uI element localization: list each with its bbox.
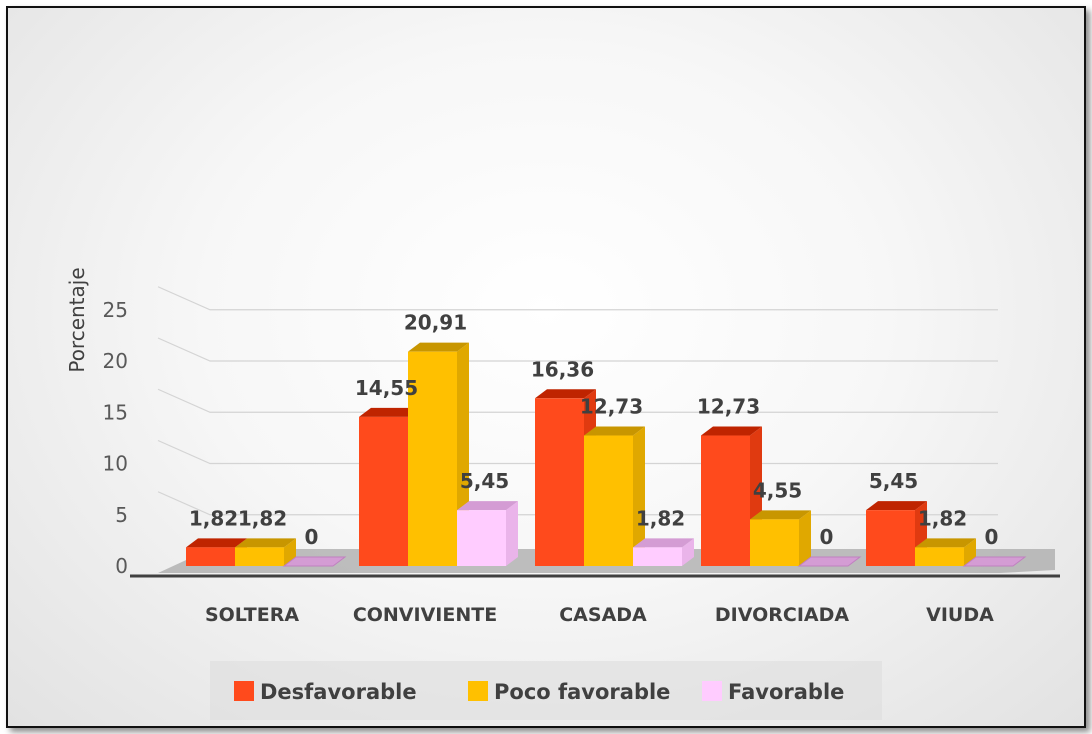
bar-top [535, 389, 596, 399]
bar-top [186, 538, 247, 548]
category-label: CASADA [559, 604, 647, 626]
legend-box [210, 661, 882, 720]
bar [457, 501, 518, 566]
bar-top [457, 501, 518, 511]
bar-side [506, 501, 518, 566]
legend-swatch [468, 681, 488, 701]
category-label: DIVORCIADA [715, 604, 849, 626]
bar [584, 426, 645, 566]
bar [797, 556, 862, 567]
data-label: 5,45 [460, 469, 509, 493]
category-labels: SOLTERA CONVIVIENTE CASADA DIVORCIADA VIUDA [205, 604, 994, 626]
bar-top [282, 556, 347, 567]
bar-top [633, 538, 694, 548]
data-label: 12,73 [580, 395, 643, 419]
data-label: 12,73 [697, 395, 760, 419]
data-label: 1,82 [189, 506, 238, 530]
bar-front [584, 435, 633, 566]
bars [186, 342, 1027, 567]
bar-top [866, 501, 927, 511]
data-label: 0 [820, 525, 834, 549]
bar-front [701, 435, 750, 566]
legend-label: Favorable [728, 680, 844, 704]
bar-front [866, 510, 915, 566]
data-label: 20,91 [404, 311, 467, 335]
bar-front [359, 416, 408, 566]
bar [915, 538, 976, 566]
bar-side [682, 538, 694, 566]
bar-side [799, 510, 811, 566]
data-label: 4,55 [753, 478, 802, 502]
bar-front [408, 351, 457, 566]
category-label: SOLTERA [205, 604, 299, 626]
data-label: 5,45 [869, 469, 918, 493]
y-tick-label: 0 [115, 554, 128, 578]
bar [282, 556, 347, 567]
y-tick-label: 15 [103, 400, 128, 424]
bar-top [408, 342, 469, 352]
data-label: 1,82 [636, 506, 685, 530]
data-label: 1,82 [918, 506, 967, 530]
bar [962, 556, 1027, 567]
bar-top [235, 538, 296, 548]
bar-front [633, 547, 682, 566]
bar [633, 538, 694, 566]
legend-item: Favorable [702, 680, 844, 704]
bar-front [915, 547, 964, 566]
bar-top [797, 556, 862, 567]
gridline [157, 388, 998, 413]
data-label: 16,36 [531, 357, 594, 381]
bar-side [633, 426, 645, 566]
data-label: 0 [985, 525, 999, 549]
bar-top [750, 510, 811, 520]
legend-item: Desfavorable [234, 680, 417, 704]
y-axis-ticks: 0 5 10 15 20 25 [103, 298, 128, 578]
legend: Desfavorable Poco favorable Favorable [210, 661, 882, 720]
bar-front [750, 519, 799, 566]
data-label: 0 [305, 525, 319, 549]
data-label: 14,55 [355, 376, 418, 400]
y-axis-title: Porcentaje [65, 267, 89, 372]
category-label: VIUDA [926, 604, 994, 626]
bar-top [701, 426, 762, 436]
y-tick-label: 5 [115, 503, 128, 527]
gridline [157, 337, 998, 362]
y-tick-label: 25 [103, 298, 128, 322]
data-labels: 1,82 1,82014,5520,915,4516,3612,731,8212,… [189, 311, 999, 549]
bar-top [962, 556, 1027, 567]
bar-top [359, 407, 420, 417]
bar-front [535, 398, 584, 566]
chart-frame: 0 5 10 15 20 25 Porcentaje 1,82 1,82 0 14,55 20,9… [6, 6, 1086, 728]
bar [408, 342, 469, 566]
legend-label: Desfavorable [260, 680, 417, 704]
legend-swatch [702, 681, 722, 701]
bar-front [186, 547, 235, 566]
bar-top [584, 426, 645, 436]
bar [235, 538, 296, 566]
bar [866, 501, 927, 566]
bar-top [915, 538, 976, 548]
legend-label: Poco favorable [494, 680, 670, 704]
bar-front [457, 510, 506, 566]
legend-swatch [234, 681, 254, 701]
bar-front [235, 547, 284, 566]
bar [750, 510, 811, 566]
gridline [157, 286, 998, 311]
legend-item: Poco favorable [468, 680, 670, 704]
y-tick-label: 10 [103, 452, 128, 476]
y-tick-label: 20 [103, 349, 128, 373]
category-label: CONVIVIENTE [353, 604, 497, 626]
data-label: 1,82 [238, 506, 287, 530]
